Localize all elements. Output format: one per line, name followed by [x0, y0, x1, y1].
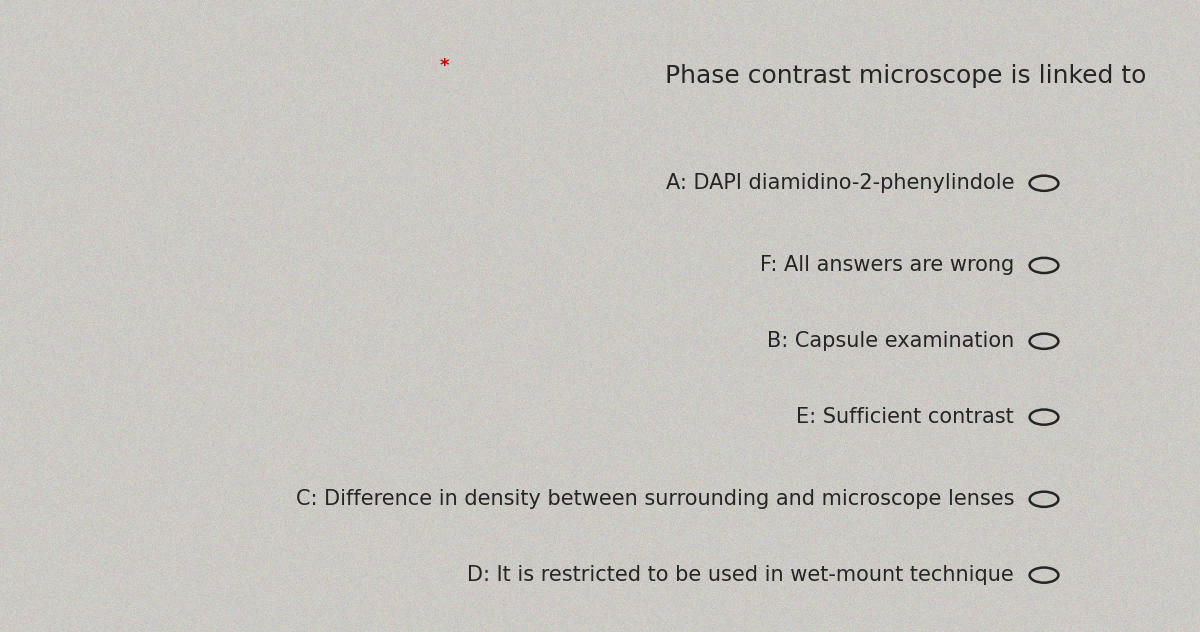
Text: B: Capsule examination: B: Capsule examination	[767, 331, 1014, 351]
Text: Phase contrast microscope is linked to: Phase contrast microscope is linked to	[665, 64, 1146, 88]
Text: E: Sufficient contrast: E: Sufficient contrast	[797, 407, 1014, 427]
Text: A: DAPI diamidino-2-phenylindole: A: DAPI diamidino-2-phenylindole	[666, 173, 1014, 193]
Text: D: It is restricted to be used in wet-mount technique: D: It is restricted to be used in wet-mo…	[467, 565, 1014, 585]
Text: F: All answers are wrong: F: All answers are wrong	[760, 255, 1014, 276]
Text: C: Difference in density between surrounding and microscope lenses: C: Difference in density between surroun…	[295, 489, 1014, 509]
Text: *: *	[439, 58, 449, 75]
